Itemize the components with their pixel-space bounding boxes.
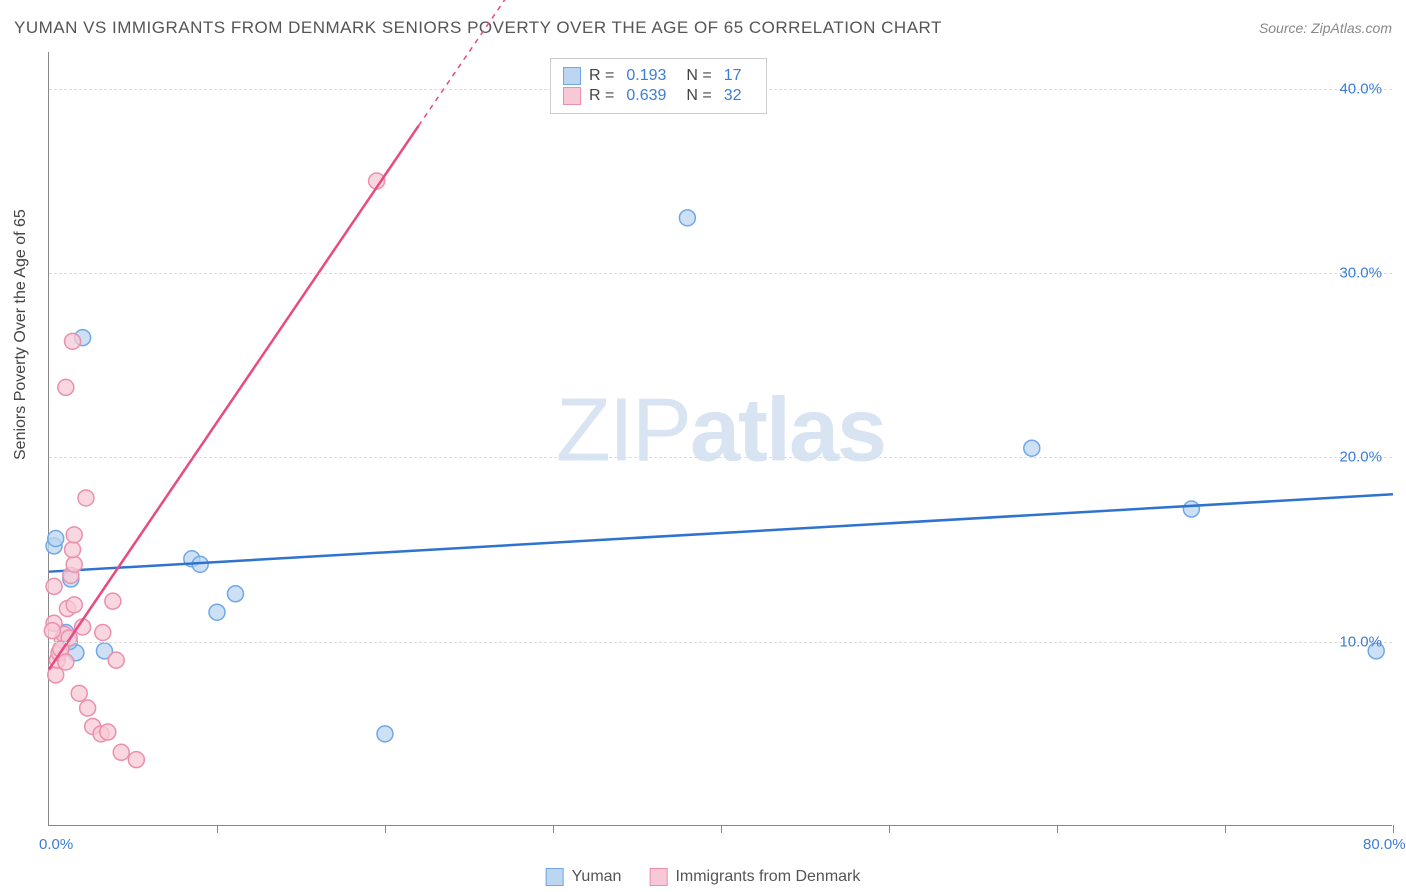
gridline-horizontal <box>49 273 1392 274</box>
stats-legend-row: R = 0.639 N = 32 <box>563 87 754 105</box>
y-axis-label: Seniors Poverty Over the Age of 65 <box>12 209 30 460</box>
data-point <box>66 527 82 543</box>
source-attribution: Source: ZipAtlas.com <box>1259 20 1392 36</box>
stat-n-label: N = <box>686 87 711 105</box>
legend-label: Immigrants from Denmark <box>675 868 860 886</box>
legend-label: Yuman <box>572 868 622 886</box>
data-point <box>679 210 695 226</box>
x-tick-label: 0.0% <box>39 836 73 853</box>
data-point <box>78 490 94 506</box>
data-point <box>113 744 129 760</box>
data-point <box>1183 501 1199 517</box>
y-tick-label: 20.0% <box>1339 449 1382 466</box>
stat-n-value: 17 <box>724 67 742 85</box>
legend-swatch <box>563 67 581 85</box>
plot-area: ZIPatlas 10.0%20.0%30.0%40.0%0.0%80.0% <box>48 52 1392 826</box>
legend-swatch <box>649 868 667 886</box>
data-point <box>128 752 144 768</box>
x-tick <box>553 825 554 833</box>
stat-n-value: 32 <box>724 87 742 105</box>
data-point <box>209 604 225 620</box>
data-point <box>95 625 111 641</box>
stat-r-value: 0.193 <box>626 67 666 85</box>
data-point <box>71 685 87 701</box>
stat-r-label: R = <box>589 87 614 105</box>
data-point <box>80 700 96 716</box>
x-tick <box>889 825 890 833</box>
stat-r-value: 0.639 <box>626 87 666 105</box>
data-point <box>65 333 81 349</box>
x-tick <box>217 825 218 833</box>
gridline-horizontal <box>49 642 1392 643</box>
data-point <box>66 597 82 613</box>
data-point <box>58 654 74 670</box>
legend-item: Immigrants from Denmark <box>649 868 860 886</box>
data-point <box>46 578 62 594</box>
series-legend: Yuman Immigrants from Denmark <box>546 868 861 886</box>
data-point <box>227 586 243 602</box>
trend-line <box>49 494 1393 571</box>
x-tick <box>721 825 722 833</box>
chart-title: YUMAN VS IMMIGRANTS FROM DENMARK SENIORS… <box>14 18 942 38</box>
data-point <box>105 593 121 609</box>
data-point <box>44 623 60 639</box>
y-tick-label: 30.0% <box>1339 265 1382 282</box>
stats-legend-row: R = 0.193 N = 17 <box>563 67 754 85</box>
legend-swatch <box>563 87 581 105</box>
y-tick-label: 40.0% <box>1339 80 1382 97</box>
data-point <box>58 379 74 395</box>
stat-n-label: N = <box>686 67 711 85</box>
x-tick <box>1057 825 1058 833</box>
legend-item: Yuman <box>546 868 622 886</box>
stats-legend: R = 0.193 N = 17 R = 0.639 N = 32 <box>550 58 767 114</box>
x-tick <box>1393 825 1394 833</box>
legend-swatch <box>546 868 564 886</box>
x-tick <box>1225 825 1226 833</box>
data-point <box>66 556 82 572</box>
stat-r-label: R = <box>589 67 614 85</box>
x-tick-label: 80.0% <box>1363 836 1406 853</box>
data-point <box>48 531 64 547</box>
data-point <box>108 652 124 668</box>
data-point <box>377 726 393 742</box>
scatter-svg <box>49 52 1392 825</box>
x-tick <box>385 825 386 833</box>
data-point <box>1024 440 1040 456</box>
data-point <box>65 542 81 558</box>
gridline-horizontal <box>49 457 1392 458</box>
data-point <box>100 724 116 740</box>
y-tick-label: 10.0% <box>1339 633 1382 650</box>
correlation-chart: YUMAN VS IMMIGRANTS FROM DENMARK SENIORS… <box>0 0 1406 892</box>
